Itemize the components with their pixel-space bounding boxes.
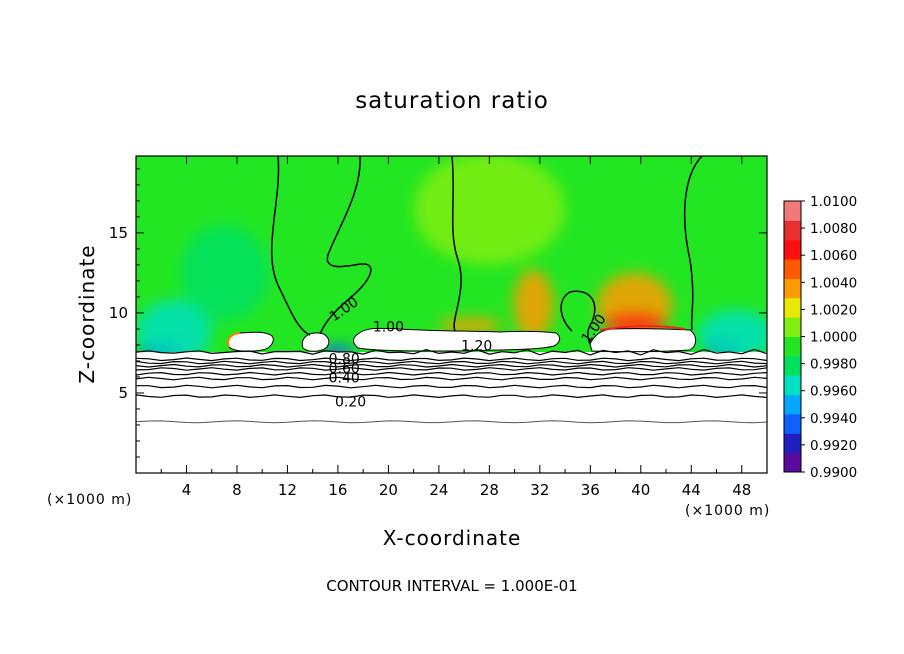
x-tick-label: 12 xyxy=(278,481,297,499)
field-anomalies xyxy=(136,156,767,365)
lower-region xyxy=(136,352,767,473)
contour-line xyxy=(136,363,767,368)
colorbar-tick-label: 0.9920 xyxy=(810,438,857,454)
contour-line-1-00 xyxy=(683,156,703,331)
colorbar-tick-label: 1.0060 xyxy=(810,248,857,264)
field-blob xyxy=(136,300,212,365)
contour-line xyxy=(136,394,767,399)
colorbar-segment xyxy=(784,433,801,454)
colorbar-tick-label: 0.9900 xyxy=(810,465,857,481)
colorbar-segment xyxy=(784,297,801,318)
colorbar-segment xyxy=(784,394,801,415)
colorbar-tick-label: 1.0000 xyxy=(810,330,857,346)
plot-frame xyxy=(135,155,768,474)
colorbar-tick-label: 1.0080 xyxy=(810,221,857,237)
contour-line xyxy=(136,367,767,371)
contour-line xyxy=(136,384,767,389)
x-axis-label: X-coordinate xyxy=(382,526,522,550)
y-tick-label: 5 xyxy=(118,384,128,402)
x-tick-label: 20 xyxy=(379,481,398,499)
contour-label: 0.40 xyxy=(329,371,360,387)
x-tick-label: 8 xyxy=(232,481,242,499)
contour-line xyxy=(136,348,767,356)
colorbar-segment xyxy=(784,355,801,376)
x-tick-label: 16 xyxy=(328,481,347,499)
contour-label: 1.00 xyxy=(373,319,404,335)
contour-label: 0.60 xyxy=(329,361,360,377)
cloud-patch xyxy=(589,328,697,353)
field-blob xyxy=(180,224,269,321)
contour-label: 0.80 xyxy=(329,351,360,367)
colorbar-segment xyxy=(784,278,801,299)
fringe xyxy=(227,332,241,348)
colorbar-segment xyxy=(784,452,801,473)
contour-line-1-00 xyxy=(271,156,311,336)
colorbar-segment xyxy=(784,201,801,221)
colorbar-segment xyxy=(784,220,801,241)
contour-line xyxy=(136,371,767,376)
x-tick-label: 32 xyxy=(530,481,549,499)
plot-area xyxy=(136,156,767,473)
contour-interval-note: CONTOUR INTERVAL = 1.000E-01 xyxy=(326,577,578,595)
field-blob xyxy=(413,156,566,265)
x-tick-label: 44 xyxy=(682,481,701,499)
contour-line xyxy=(136,360,767,365)
colorbar-tick-label: 0.9960 xyxy=(810,384,857,400)
contour-line-1-00 xyxy=(451,156,462,332)
cloud-patch xyxy=(301,332,330,352)
contour-label: 0.20 xyxy=(335,395,366,411)
contour-line xyxy=(136,376,767,381)
field-blob xyxy=(697,309,767,361)
x-tick-label: 24 xyxy=(429,481,448,499)
colorbar-tick-label: 1.0100 xyxy=(810,194,857,210)
x-tick-label: 40 xyxy=(631,481,650,499)
colorbar-tick-label: 0.9940 xyxy=(810,411,857,427)
colorbar-segment xyxy=(784,413,801,434)
x-unit-right: (×1000 m) xyxy=(685,503,771,519)
field-blob xyxy=(513,269,554,341)
y-tick-label: 10 xyxy=(109,304,128,322)
contour-line-1-00 xyxy=(319,156,372,335)
colorbar-segment xyxy=(784,259,801,279)
colorbar-tick-label: 1.0040 xyxy=(810,275,857,291)
cloud-patch xyxy=(353,327,561,352)
x-tick-label: 36 xyxy=(581,481,600,499)
contour-line-1-00 xyxy=(560,290,596,345)
fringe xyxy=(599,325,686,331)
colorbar-tick-label: 0.9980 xyxy=(810,357,857,373)
y-tick-label: 15 xyxy=(109,224,128,242)
contour-line xyxy=(136,357,767,362)
x-tick-label: 48 xyxy=(732,481,751,499)
contour-label: 1.20 xyxy=(461,339,492,355)
chart-title: saturation ratio xyxy=(355,88,549,114)
x-tick-label: 28 xyxy=(480,481,499,499)
colorbar-tick-label: 1.0020 xyxy=(810,302,857,318)
colorbar-segment xyxy=(784,336,801,357)
colorbar-segment xyxy=(784,239,801,260)
colorbar-segment xyxy=(784,317,801,337)
x-unit-left: (×1000 m) xyxy=(47,492,133,508)
x-tick-label: 4 xyxy=(182,481,192,499)
colorbar-segment xyxy=(784,375,801,396)
contour-line xyxy=(136,420,767,424)
